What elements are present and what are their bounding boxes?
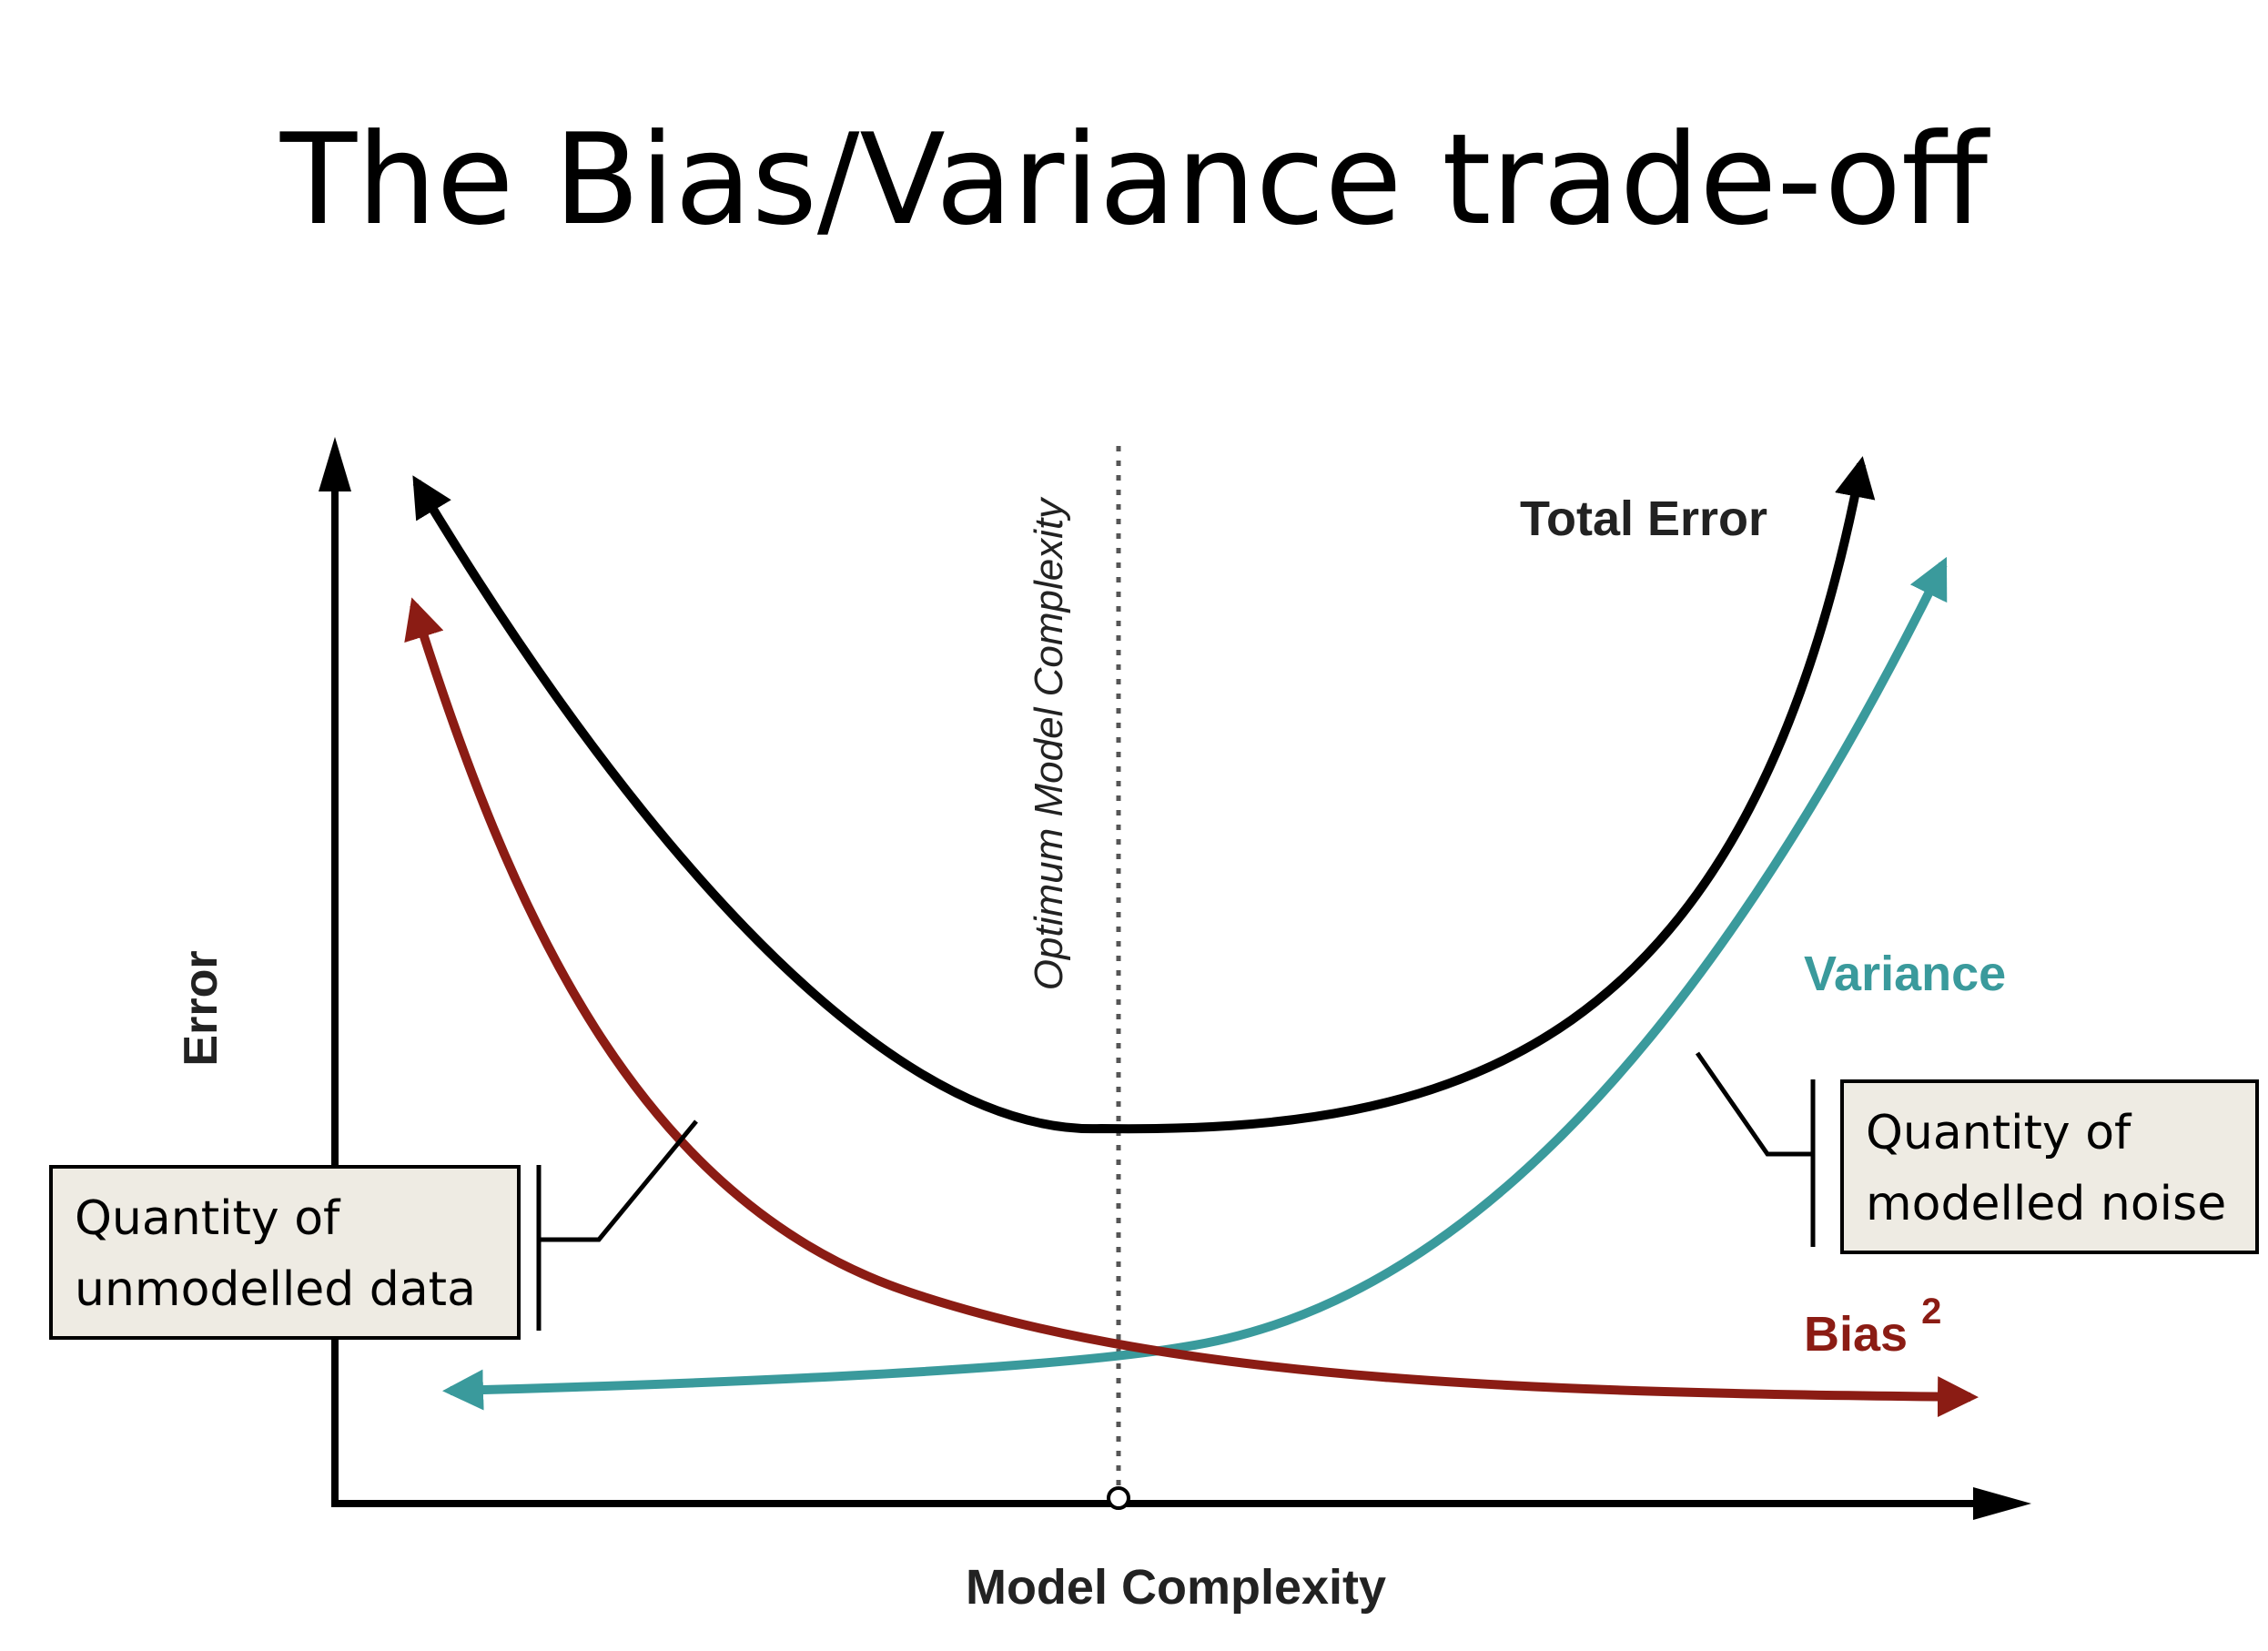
noise-callout-line2: modelled noise <box>1866 1177 2227 1231</box>
x-axis-label: Model Complexity <box>966 1560 1386 1615</box>
variance-curve <box>442 556 1948 1411</box>
total-error-label: Total Error <box>1520 491 1767 546</box>
unmodelled-callout-line1: Quantity of <box>75 1191 340 1246</box>
noise-leader <box>1695 1051 1813 1157</box>
optimum-complexity-label: Optimum Model Complexity <box>1027 496 1071 990</box>
bias-squared-curve <box>404 597 1979 1418</box>
unmodelled-callout-line2: unmodelled data <box>75 1262 476 1317</box>
variance-label: Variance <box>1804 947 2006 1001</box>
bias-label-text: Bias <box>1804 1307 1908 1362</box>
slide-title: The Bias/Variance trade-off <box>279 106 1989 253</box>
optimum-complexity-marker <box>1107 1486 1130 1510</box>
bias-label: Bias 2 <box>1804 1291 1941 1362</box>
noise-callout-line1: Quantity of <box>1866 1106 2131 1160</box>
x-axis-arrowhead <box>1973 1487 2031 1520</box>
bias-label-exponent: 2 <box>1921 1291 1941 1332</box>
y-axis-label: Error <box>175 950 228 1066</box>
y-axis-arrowhead <box>319 437 351 491</box>
modelled-noise-callout: Quantity of modelled noise <box>1840 1079 2259 1254</box>
unmodelled-leader <box>539 1119 698 1242</box>
total-error-curve <box>412 456 1876 1134</box>
unmodelled-data-callout: Quantity of unmodelled data <box>49 1165 521 1340</box>
